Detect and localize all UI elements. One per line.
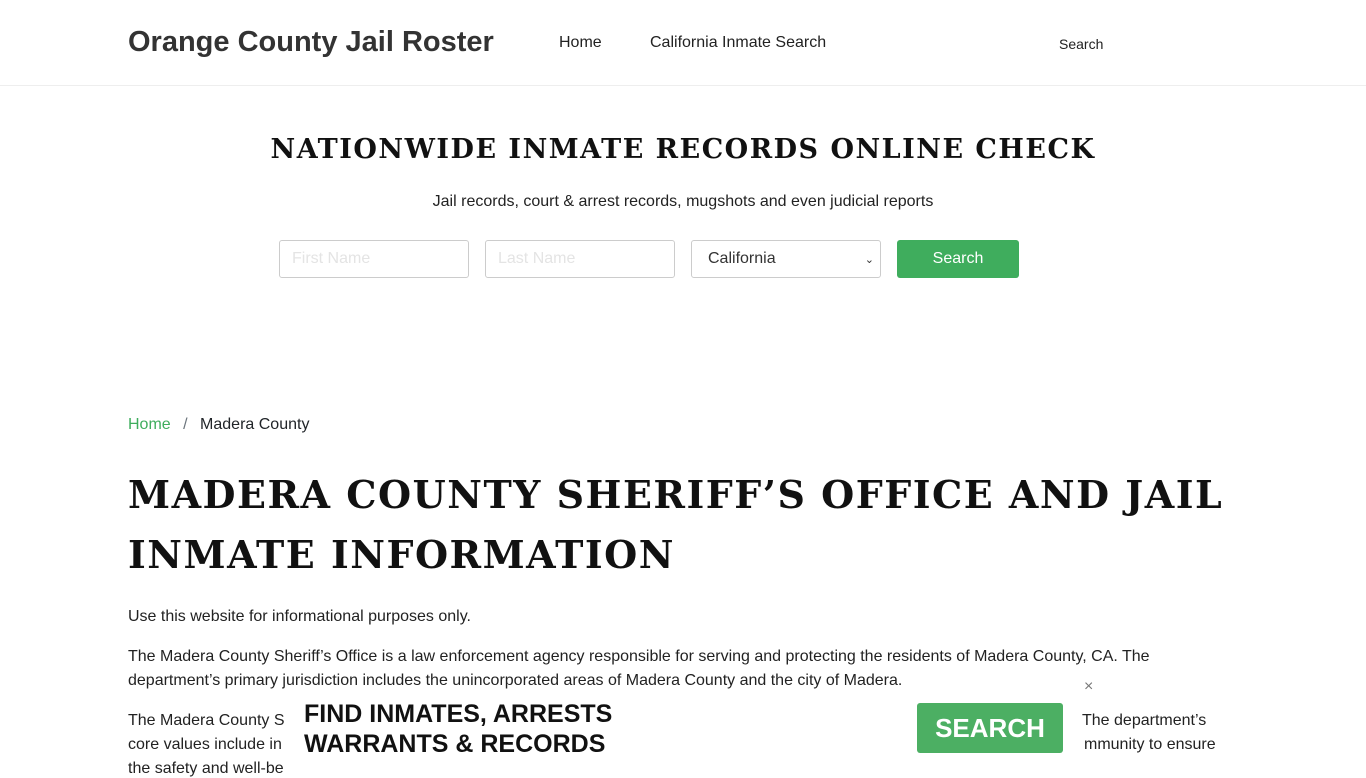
- hero: NATIONWIDE INMATE RECORDS ONLINE CHECK J…: [0, 134, 1366, 211]
- partial-text: mmunity to ensure: [1084, 736, 1216, 753]
- partial-text: The department’s: [1082, 712, 1207, 729]
- first-name-input[interactable]: [279, 240, 469, 278]
- hero-title: NATIONWIDE INMATE RECORDS ONLINE CHECK: [270, 134, 1096, 165]
- ad-banner[interactable]: FIND INMATES, ARRESTS WARRANTS & RECORDS …: [285, 695, 1080, 768]
- search-button[interactable]: Search: [897, 240, 1019, 278]
- close-icon[interactable]: ×: [1084, 678, 1094, 695]
- breadcrumb-separator: /: [183, 416, 188, 433]
- nav-search[interactable]: Search: [1059, 36, 1104, 52]
- breadcrumb-home[interactable]: Home: [128, 416, 171, 433]
- ad-line-2: WARRANTS & RECORDS: [304, 730, 606, 758]
- nav-home[interactable]: Home: [559, 34, 602, 51]
- state-value: California: [708, 250, 776, 267]
- chevron-down-icon: ⌄: [864, 253, 874, 266]
- partial-text: The Madera County S: [128, 712, 285, 729]
- paragraph-intro: The Madera County Sheriff’s Office is a …: [128, 648, 1150, 689]
- page-title: MADERA COUNTY SHERIFF’S OFFICE AND JAIL …: [128, 472, 1224, 577]
- last-name-input[interactable]: [485, 240, 675, 278]
- breadcrumb: Home / Madera County: [128, 416, 309, 434]
- ad-text: FIND INMATES, ARRESTS WARRANTS & RECORDS: [304, 699, 612, 759]
- navbar: Orange County Jail Roster Home Californi…: [0, 0, 1366, 86]
- partial-text: core values include in: [128, 736, 282, 753]
- ad-line-1: FIND INMATES, ARRESTS: [304, 700, 613, 728]
- paragraph-disclaimer: Use this website for informational purpo…: [128, 608, 471, 625]
- state-select[interactable]: California ⌄: [691, 240, 881, 278]
- search-form: California ⌄ Search: [279, 240, 1019, 278]
- partial-text: the safety and well-be: [128, 760, 284, 777]
- hero-subtitle: Jail records, court & arrest records, mu…: [432, 193, 934, 210]
- site-brand[interactable]: Orange County Jail Roster: [128, 26, 494, 58]
- breadcrumb-current: Madera County: [200, 416, 310, 433]
- ad-search-button[interactable]: SEARCH: [917, 703, 1063, 753]
- nav-california-inmate-search[interactable]: California Inmate Search: [650, 34, 827, 51]
